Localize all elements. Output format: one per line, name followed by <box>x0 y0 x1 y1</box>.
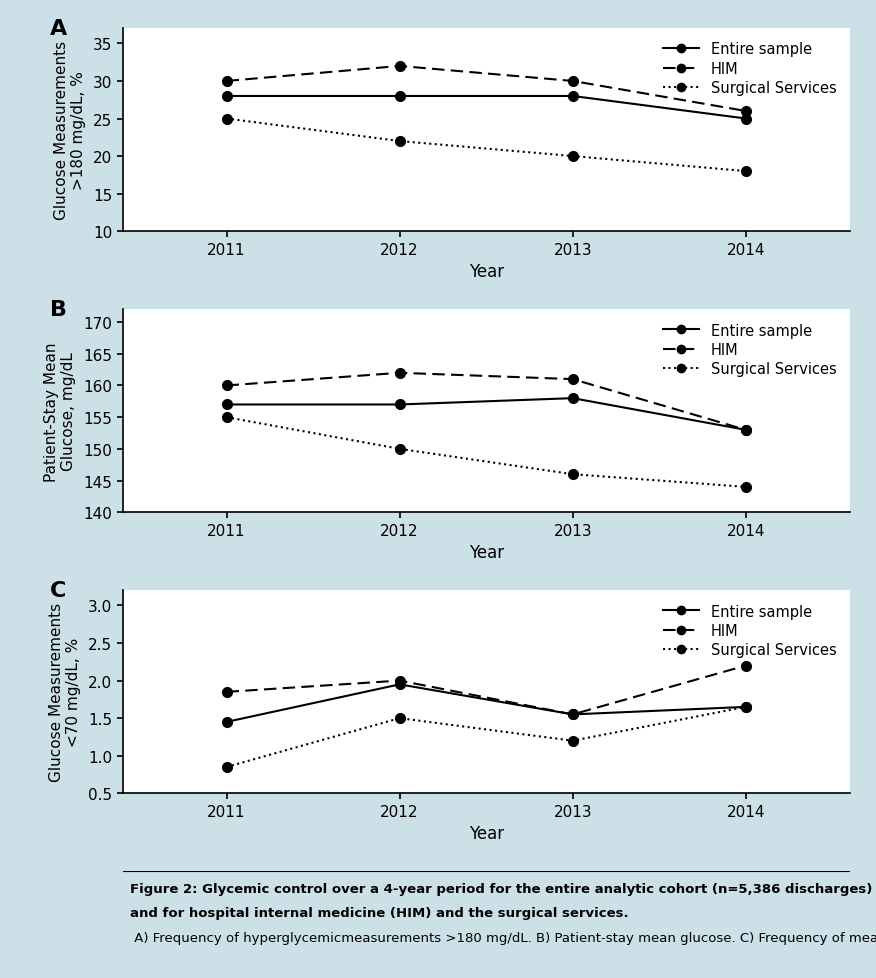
Legend: Entire sample, HIM, Surgical Services: Entire sample, HIM, Surgical Services <box>657 599 843 663</box>
Text: A: A <box>50 20 67 39</box>
Text: and for hospital internal medicine (HIM) and the surgical services.: and for hospital internal medicine (HIM)… <box>130 907 629 919</box>
Legend: Entire sample, HIM, Surgical Services: Entire sample, HIM, Surgical Services <box>657 318 843 382</box>
Text: Figure 2: Glycemic control over a 4-year period for the entire analytic cohort (: Figure 2: Glycemic control over a 4-year… <box>130 882 872 895</box>
Text: A) Frequency of hyperglycemicmeasurements >180 mg/dL. B) Patient-stay mean gluco: A) Frequency of hyperglycemicmeasurement… <box>130 931 876 944</box>
Text: B: B <box>50 300 67 320</box>
Y-axis label: Patient-Stay Mean
Glucose, mg/dL: Patient-Stay Mean Glucose, mg/dL <box>44 341 76 481</box>
X-axis label: Year: Year <box>469 263 504 281</box>
X-axis label: Year: Year <box>469 824 504 842</box>
X-axis label: Year: Year <box>469 544 504 561</box>
Text: C: C <box>50 581 67 600</box>
Y-axis label: Glucose Measurements
>180 mg/dL, %: Glucose Measurements >180 mg/dL, % <box>53 41 86 220</box>
Legend: Entire sample, HIM, Surgical Services: Entire sample, HIM, Surgical Services <box>657 36 843 102</box>
Y-axis label: Glucose Measurements
<70 mg/dL, %: Glucose Measurements <70 mg/dL, % <box>49 602 81 781</box>
